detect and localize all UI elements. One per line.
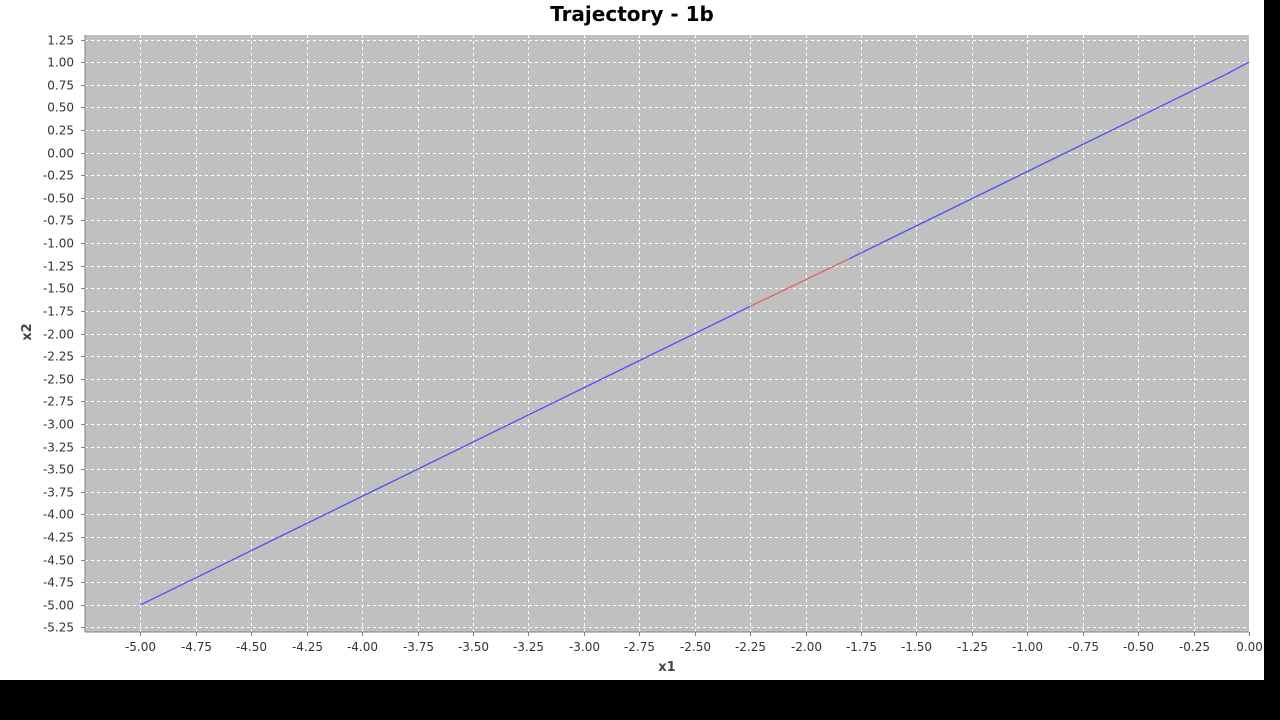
chart-panel: Trajectory - 1b -5.00 -4.75 -4.50 -4.25 -4.0… [0, 0, 1264, 680]
y-tick-label: -2.25 [43, 350, 74, 364]
y-tick-label: 0.50 [47, 101, 74, 115]
y-tick-label: -1.00 [43, 237, 74, 251]
y-tick-label: -4.75 [43, 576, 74, 590]
y-tick-label: 1.00 [47, 56, 74, 70]
y-tick-label: -2.75 [43, 395, 74, 409]
x-axis-title: x1 [658, 660, 675, 675]
y-tick-label: 0.25 [47, 124, 74, 138]
y-tick-label: -0.50 [43, 192, 74, 206]
trajectory-chart: Trajectory - 1b -5.00 -4.75 -4.50 -4.25 -4.0… [20, 2, 1263, 675]
x-tick-label: -2.50 [680, 640, 711, 654]
y-tick-label: -4.25 [43, 531, 74, 545]
chart-title: Trajectory - 1b [550, 2, 714, 26]
x-tick-label: -1.00 [1012, 640, 1043, 654]
y-tick-label: -3.00 [43, 418, 74, 432]
y-tick-label: -3.50 [43, 463, 74, 477]
x-tick-label: -0.25 [1179, 640, 1210, 654]
x-tick-label: -2.75 [624, 640, 655, 654]
x-tick-label: -4.00 [347, 640, 378, 654]
x-tick-label: -3.25 [513, 640, 544, 654]
y-tick-label: -5.00 [43, 599, 74, 613]
trajectory-series-line [749, 257, 851, 307]
y-tick-label: -2.00 [43, 328, 74, 342]
x-tick-label: -5.00 [125, 640, 156, 654]
y-axis-title: x2 [20, 323, 35, 340]
y-tick-label: 1.25 [47, 34, 74, 48]
y-tick-label: -0.75 [43, 214, 74, 228]
x-tick-label: -4.25 [292, 640, 323, 654]
y-tick-label: -3.25 [43, 441, 74, 455]
x-tick-label: -0.75 [1068, 640, 1099, 654]
x-tick-label: -2.25 [735, 640, 766, 654]
x-tick-label: -3.75 [403, 640, 434, 654]
y-tick-label: -2.50 [43, 373, 74, 387]
trajectory-series-line [140, 305, 751, 606]
y-axis-ticks: 1.25 1.00 0.75 0.50 0.25 0.00 -0.25 -0.50 -0.75 -… [43, 34, 85, 635]
x-tick-label: -4.75 [181, 640, 212, 654]
x-tick-label: -3.00 [569, 640, 600, 654]
y-tick-label: -1.75 [43, 305, 74, 319]
y-tick-label: -4.00 [43, 508, 74, 522]
x-tick-label: -1.25 [957, 640, 988, 654]
x-tick-label: 0.00 [1236, 640, 1263, 654]
y-tick-label: -1.25 [43, 260, 74, 274]
x-axis-ticks: -5.00 -4.75 -4.50 -4.25 -4.00 -3.75 -3.50 -3.25… [125, 632, 1263, 654]
series-layer [140, 61, 1250, 606]
y-tick-label: -0.25 [43, 169, 74, 183]
grid-lines [85, 35, 1250, 632]
y-tick-label: -4.50 [43, 554, 74, 568]
trajectory-series-line [849, 61, 1250, 259]
plot-area [85, 35, 1249, 632]
y-tick-label: -3.75 [43, 486, 74, 500]
y-tick-label: 0.75 [47, 79, 74, 93]
x-tick-label: -3.50 [458, 640, 489, 654]
y-tick-label: 0.00 [47, 147, 74, 161]
x-tick-label: -2.00 [791, 640, 822, 654]
x-tick-label: -0.50 [1123, 640, 1154, 654]
y-tick-label: -1.50 [43, 282, 74, 296]
x-tick-label: -4.50 [236, 640, 267, 654]
y-tick-label: -5.25 [43, 621, 74, 635]
x-tick-label: -1.50 [901, 640, 932, 654]
x-tick-label: -1.75 [846, 640, 877, 654]
